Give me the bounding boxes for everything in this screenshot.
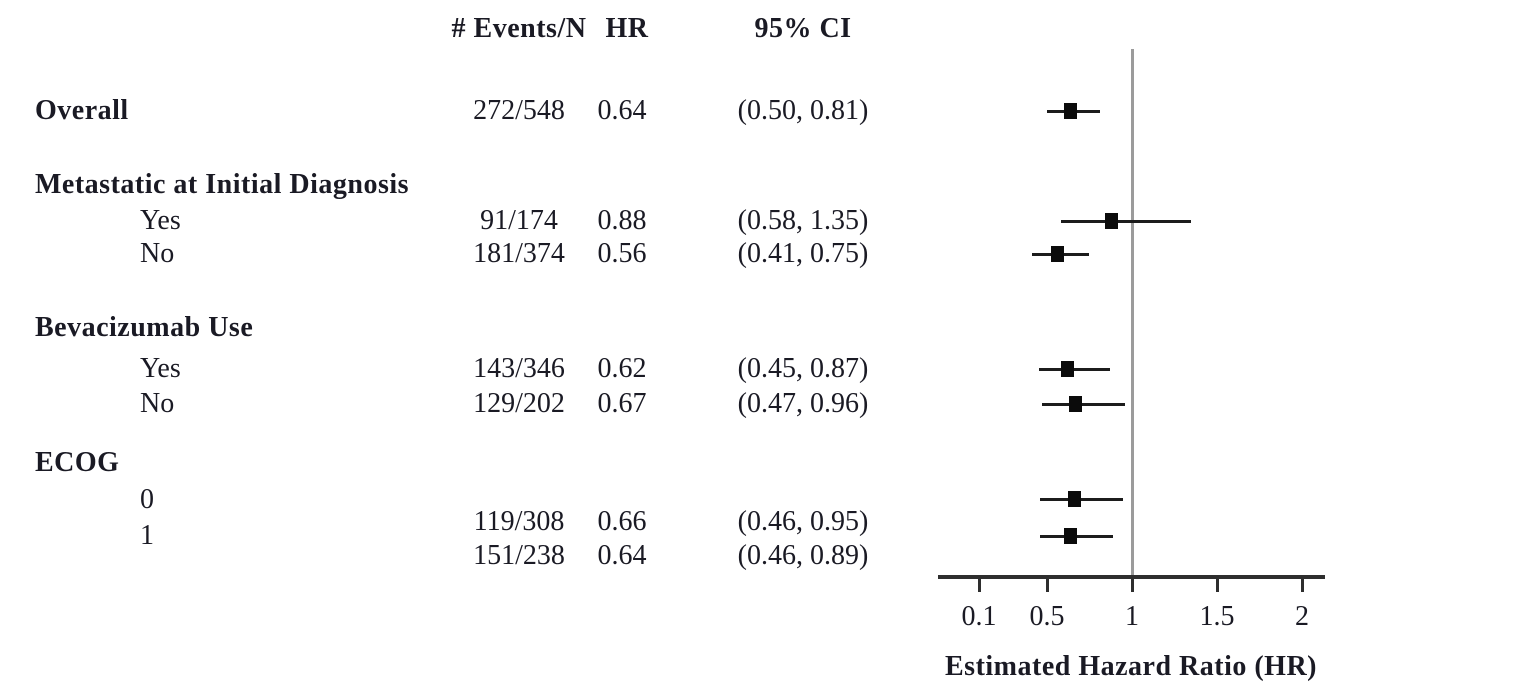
x-axis-tick-label: 0.5	[1029, 601, 1065, 632]
cell-ci: (0.45, 0.87)	[737, 353, 869, 384]
cell-events: 143/346	[473, 353, 565, 384]
row-label-bevacizumab-yes: Yes	[140, 353, 181, 384]
forest-marker	[1067, 491, 1081, 507]
cell-hr: 0.88	[597, 205, 647, 236]
x-axis-tick	[1045, 577, 1049, 592]
row-label-ecog-0: 0	[140, 484, 154, 515]
column-header-events: # Events/N	[451, 13, 587, 44]
row-label-bevacizumab-no: No	[140, 388, 175, 419]
cell-events: 119/308	[473, 506, 565, 537]
x-axis-tick	[1300, 577, 1304, 592]
ci-line	[1040, 497, 1124, 501]
x-axis-tick-label: 0.1	[961, 601, 997, 632]
cell-hr: 0.64	[597, 540, 647, 571]
group-label-bevacizumab: Bevacizumab Use	[35, 312, 254, 343]
cell-ci: (0.46, 0.95)	[737, 506, 869, 537]
cell-hr: 0.66	[597, 506, 647, 537]
ci-line	[1041, 402, 1126, 406]
column-header-ci: 95% CI	[754, 13, 852, 44]
row-label-overall: Overall	[35, 95, 129, 126]
forest-marker	[1064, 528, 1078, 544]
row-label-ecog-1: 1	[140, 520, 154, 551]
x-axis-tick	[1215, 577, 1219, 592]
forest-marker	[1060, 361, 1074, 377]
group-label-ecog: ECOG	[35, 447, 120, 478]
ci-line	[1060, 219, 1192, 223]
cell-hr: 0.56	[597, 238, 647, 269]
cell-hr: 0.62	[597, 353, 647, 384]
x-axis-tick	[1130, 577, 1134, 592]
cell-ci: (0.46, 0.89)	[737, 540, 869, 571]
cell-events: 151/238	[473, 540, 565, 571]
cell-events: 91/174	[480, 205, 558, 236]
column-header-hr: HR	[605, 13, 649, 44]
x-axis-label: Estimated Hazard Ratio (HR)	[944, 651, 1318, 682]
cell-events: 272/548	[473, 95, 565, 126]
row-label-metastatic-yes: Yes	[140, 205, 181, 236]
group-label-metastatic: Metastatic at Initial Diagnosis	[35, 169, 410, 200]
cell-ci: (0.50, 0.81)	[737, 95, 869, 126]
cell-hr: 0.67	[597, 388, 647, 419]
x-axis-tick-label: 1.5	[1199, 601, 1235, 632]
forest-marker	[1050, 246, 1064, 262]
cell-ci: (0.41, 0.75)	[737, 238, 869, 269]
row-label-metastatic-no: No	[140, 238, 175, 269]
cell-events: 181/374	[473, 238, 565, 269]
forest-marker	[1064, 103, 1078, 119]
x-axis-tick-label: 1	[1125, 601, 1139, 632]
cell-ci: (0.58, 1.35)	[737, 205, 869, 236]
cell-hr: 0.64	[597, 95, 647, 126]
ci-line	[1038, 367, 1110, 371]
cell-events: 129/202	[473, 388, 565, 419]
x-axis-tick-label: 2	[1295, 601, 1309, 632]
x-axis-tick	[977, 577, 981, 592]
forest-marker	[1105, 213, 1119, 229]
reference-line-hr1	[1130, 49, 1134, 577]
cell-ci: (0.47, 0.96)	[737, 388, 869, 419]
forest-marker	[1069, 396, 1083, 412]
